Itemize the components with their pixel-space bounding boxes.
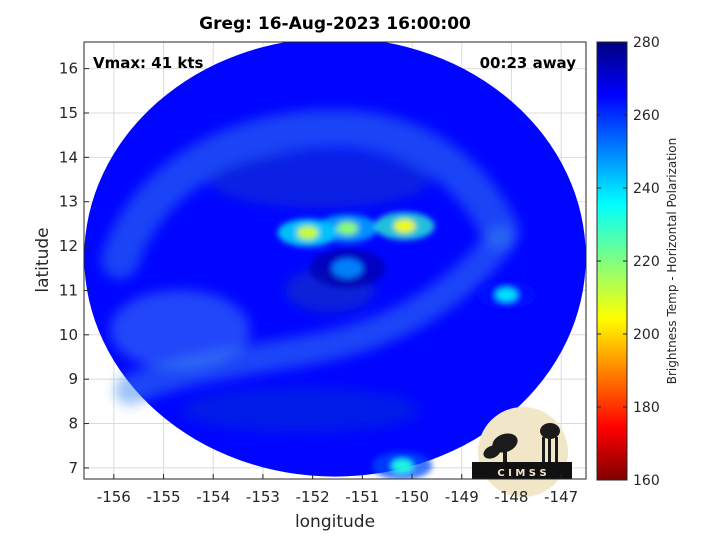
x-tick-label: -153 <box>246 488 280 506</box>
x-tick-label: -155 <box>147 488 181 506</box>
feature-core <box>393 219 416 234</box>
x-tick-label: -151 <box>345 488 379 506</box>
colorbar-label: Brightness Temp - Horizontal Polarizatio… <box>665 138 679 385</box>
logo-band <box>472 462 572 479</box>
satellite-dish-icon <box>483 433 518 462</box>
logo-text: C I M S S <box>497 468 546 479</box>
plot-frame <box>83 41 587 480</box>
y-tick-label: 13 <box>59 193 78 211</box>
convective-features <box>277 212 537 479</box>
colorbar-tick-label: 160 <box>633 473 660 489</box>
x-axis-ticks: -156 -155 -154 -153 -152 -151 -150 -149 -148 -147 <box>97 474 578 506</box>
x-tick-label: -156 <box>97 488 131 506</box>
colorbar-tick-label: 280 <box>633 35 660 51</box>
y-tick-label: 10 <box>59 326 78 344</box>
y-tick-label: 9 <box>68 370 78 388</box>
feature-core <box>332 258 363 279</box>
colorbar-tick-label: 240 <box>633 181 660 197</box>
swath-layer <box>84 42 586 479</box>
y-tick-label: 7 <box>68 459 78 477</box>
x-tick-label: -154 <box>196 488 230 506</box>
colorbar-tick-label: 180 <box>633 400 660 416</box>
colorbar <box>596 41 628 481</box>
feature-core <box>296 225 319 240</box>
colorbar-ticks: 160 180 200 220 240 260 280 <box>597 35 660 489</box>
x-axis-label: longitude <box>295 512 375 532</box>
feature-core <box>495 287 518 302</box>
y-tick-label: 11 <box>59 281 78 299</box>
y-axis-label: latitude <box>33 227 53 292</box>
y-tick-label: 8 <box>68 415 78 433</box>
feature-core <box>336 221 359 236</box>
water-tower-icon <box>540 423 560 462</box>
colorbar-tick-label: 200 <box>633 327 660 343</box>
x-tick-label: -150 <box>395 488 429 506</box>
chart-title: Greg: 16-Aug-2023 16:00:00 <box>199 14 471 34</box>
cimss-logo: C I M S S <box>472 407 572 497</box>
y-tick-label: 15 <box>59 104 78 122</box>
spiral-band <box>101 109 519 279</box>
vmax-annotation: Vmax: 41 kts <box>93 54 203 72</box>
x-tick-label: -148 <box>494 488 528 506</box>
x-tick-label: -149 <box>445 488 479 506</box>
y-tick-label: 14 <box>59 148 78 166</box>
bright-band <box>110 290 250 370</box>
y-axis-ticks: 7 8 9 10 11 12 13 14 15 16 <box>59 60 89 477</box>
feature-core <box>391 458 414 473</box>
x-tick-label: -147 <box>544 488 578 506</box>
y-tick-label: 12 <box>59 237 78 255</box>
spiral-band <box>115 225 515 405</box>
spiral-bands <box>101 109 519 432</box>
time-offset-annotation: 00:23 away <box>480 54 577 72</box>
x-tick-label: -152 <box>296 488 330 506</box>
colorbar-tick-label: 260 <box>633 108 660 124</box>
dark-band <box>180 388 420 432</box>
y-tick-label: 16 <box>59 60 78 78</box>
colorbar-tick-label: 220 <box>633 254 660 270</box>
dark-band <box>210 152 430 208</box>
